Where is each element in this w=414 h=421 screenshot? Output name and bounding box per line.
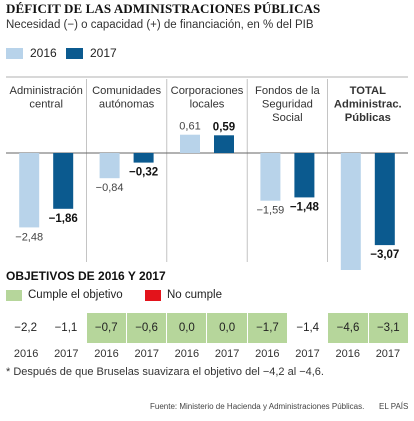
objectives-row: −2,2 −1,1 −0,7 −0,6 0,0 0,0 −1,7 −1,4 −4,6 −3,1 <box>6 313 408 343</box>
objective-cell: 0,0 <box>207 313 248 343</box>
legend-label-ok: Cumple el objetivo <box>28 289 123 301</box>
category-label: Comunidades autónomas <box>92 85 161 111</box>
legend-label-2016: 2016 <box>30 46 57 60</box>
objective-cell: 0,0 <box>167 313 208 343</box>
legend-swatch-fail <box>145 289 161 301</box>
bar-2017-2 <box>214 135 234 153</box>
objective-year-label: 2016 <box>335 348 360 360</box>
objective-cell: −0,6 <box>126 313 168 343</box>
legend-label-fail: No cumple <box>167 289 222 301</box>
bar-label-2017-1: −0,32 <box>129 167 158 179</box>
bar-2016-4 <box>340 153 361 270</box>
objective-year-label: 2017 <box>375 348 401 360</box>
objectives-title: OBJETIVOS DE 2016 Y 2017 <box>6 269 166 283</box>
bar-2017-3 <box>294 153 315 198</box>
legend-swatch-2017 <box>66 47 83 59</box>
objective-year-label: 2016 <box>94 348 119 360</box>
objective-cell: −2,2 <box>6 313 47 343</box>
objective-cell: −4,6 <box>328 313 369 343</box>
objective-year-label: 2017 <box>134 348 159 360</box>
category-label: Administración central <box>10 85 83 111</box>
brand-label: EL PAÍS <box>379 402 409 411</box>
objectives-legend-fail: No cumple <box>145 289 222 301</box>
bar-2016-1 <box>99 153 120 179</box>
objective-year-label: 2017 <box>214 348 240 360</box>
bar-2017-0 <box>53 153 74 209</box>
legend-item-2017: 2017 <box>66 46 117 60</box>
objectives-years: 2016 2017 2016 2017 2016 2017 2016 2017 2016 2017 <box>6 348 408 360</box>
bar-2016-0 <box>19 153 40 228</box>
objective-year-label: 2016 <box>255 348 280 360</box>
legend-swatch-ok <box>6 289 22 301</box>
objective-cell: −1,4 <box>288 313 329 343</box>
bar-chart: Administración central Comunidades autónoma… <box>6 76 408 270</box>
bar-label-2017-3: −1,48 <box>290 201 320 213</box>
bar-label-2016-2: 0,61 <box>179 121 200 133</box>
chart-subtitle: Necesidad (−) o capacidad (+) de financi… <box>6 19 314 31</box>
bar-2017-4 <box>374 153 395 246</box>
category-label: Corporaciones locales <box>171 85 244 111</box>
objective-year-label: 2016 <box>13 348 39 360</box>
bar-label-2016-3: −1,59 <box>256 205 284 217</box>
objective-cell: −0,7 <box>86 313 127 343</box>
footnote: * Después de que Bruselas suavizara el o… <box>6 366 324 378</box>
bar-label-2017-0: −1,86 <box>49 213 78 225</box>
source-note: Fuente: Ministerio de Hacienda y Adminis… <box>150 402 365 411</box>
objective-year-label: 2016 <box>174 348 200 360</box>
category-label: TOTAL Administrac. Públicas <box>334 85 402 124</box>
bar-2016-3 <box>260 153 281 201</box>
bar-label-2017-4: −3,07 <box>370 249 399 261</box>
bar-label-2016-1: −0,84 <box>96 182 124 194</box>
legend-label-2017: 2017 <box>90 46 117 60</box>
legend-item-2016: 2016 <box>6 46 57 60</box>
objective-cell: −1,1 <box>46 313 87 343</box>
page-title: DÉFICIT DE LAS ADMINISTRACIONES PÚBLICAS <box>6 1 321 16</box>
objective-year-label: 2017 <box>54 348 79 360</box>
objectives-legend-ok: Cumple el objetivo <box>6 289 123 301</box>
bar-label-2016-0: −2,48 <box>15 231 43 243</box>
objective-cell: −3,1 <box>368 313 408 343</box>
objective-cell: −1,7 <box>247 313 289 343</box>
bar-2016-2 <box>180 134 200 153</box>
legend-swatch-2016 <box>6 47 23 59</box>
category-label: Fondos de la Seguridad Social <box>255 85 320 124</box>
objective-year-label: 2017 <box>295 348 320 360</box>
bar-2017-1 <box>133 153 154 163</box>
bar-label-2017-2: 0,59 <box>213 121 235 133</box>
